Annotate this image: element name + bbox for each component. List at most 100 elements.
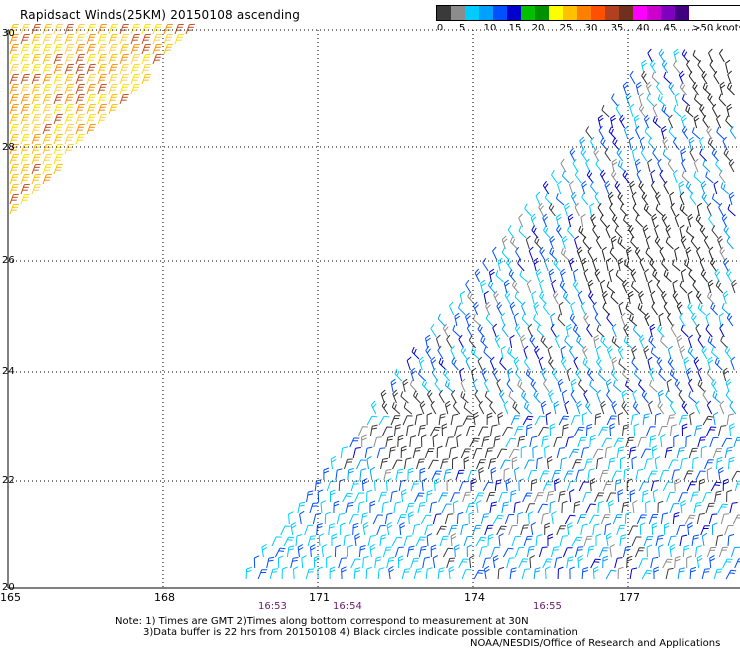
wind-barb: [348, 514, 359, 525]
wind-barb: [495, 270, 504, 283]
wind-barb: [662, 136, 669, 151]
wind-barb: [685, 246, 692, 261]
wind-barb: [519, 334, 526, 349]
wind-barb: [333, 500, 340, 514]
wind-barb: [502, 426, 513, 437]
wind-barb: [625, 380, 634, 393]
wind-barb: [672, 512, 680, 525]
wind-barb: [388, 446, 396, 459]
wind-barb: [697, 379, 706, 393]
wind-barb: [651, 445, 658, 459]
wind-barb: [610, 114, 616, 129]
wind-barb: [535, 191, 541, 206]
wind-barb: [625, 436, 635, 448]
wind-barb: [609, 423, 616, 437]
wind-barb: [560, 248, 570, 261]
wind-barb: [463, 535, 473, 547]
wind-barb: [370, 400, 377, 415]
wind-barb: [280, 525, 291, 536]
wind-barb: [622, 368, 631, 382]
wind-barb: [729, 423, 735, 437]
wind-barb: [700, 269, 708, 283]
wind-barb: [520, 524, 529, 536]
wind-barb: [497, 257, 504, 272]
wind-barb: [714, 357, 723, 371]
wind-barb: [261, 543, 268, 558]
wind-barb: [460, 448, 471, 459]
wind-barb: [454, 312, 461, 327]
wind-barb: [621, 401, 629, 415]
wind-barb: [463, 456, 470, 470]
wind-barb: [518, 558, 529, 569]
wind-barb: [651, 522, 658, 536]
wind-barb: [709, 258, 717, 272]
wind-barb: [478, 546, 488, 558]
wind-barb: [380, 457, 389, 470]
wind-barb: [508, 391, 517, 404]
wind-barb: [448, 301, 455, 316]
wind-barb: [681, 126, 689, 140]
wind-barb: [544, 257, 550, 272]
wind-barb: [594, 313, 602, 327]
wind-barb: [650, 180, 658, 195]
wind-barb: [638, 181, 646, 195]
wind-barb: [567, 225, 575, 239]
wind-barb: [460, 346, 468, 360]
wind-barb: [685, 367, 692, 382]
wind-barb: [622, 424, 630, 437]
wind-barb: [424, 524, 433, 536]
wind-barb: [541, 435, 549, 448]
wind-barb: [598, 426, 609, 437]
wind-barb: [600, 514, 611, 525]
wind-barb: [630, 268, 637, 283]
lon-label-165: 165: [0, 591, 21, 604]
wind-barb: [329, 566, 336, 580]
wind-barb: [622, 170, 630, 184]
lon-label-171: 171: [309, 591, 330, 604]
wind-barb: [721, 437, 732, 448]
wind-barb: [628, 525, 639, 536]
wind-barb: [632, 500, 638, 514]
wind-barb: [478, 467, 484, 481]
wind-barb: [20, 103, 30, 115]
wind-barb: [639, 334, 645, 349]
wind-barb: [616, 524, 626, 536]
wind-barb: [657, 94, 667, 107]
wind-barb: [346, 544, 353, 558]
wind-barb: [456, 434, 462, 448]
wind-barb: [659, 169, 666, 184]
wind-barb: [649, 435, 656, 448]
wind-barb: [108, 103, 118, 115]
wind-barb: [550, 312, 556, 327]
wind-barb: [581, 567, 589, 580]
wind-barb: [655, 204, 664, 217]
wind-barb: [632, 401, 641, 415]
wind-barb: [493, 435, 501, 448]
wind-barb: [669, 191, 675, 206]
wind-barb: [689, 411, 695, 426]
wind-barb: [592, 523, 600, 536]
wind-barb: [728, 456, 735, 470]
wind-barb: [589, 478, 596, 492]
wind-barb: [477, 356, 483, 371]
wind-barb: [31, 183, 41, 195]
legend-swatch: [521, 6, 535, 20]
wind-barb: [558, 490, 566, 503]
wind-barb: [581, 412, 588, 426]
wind-barb: [643, 536, 654, 547]
wind-barb: [569, 345, 576, 360]
wind-barb: [638, 92, 644, 107]
wind-barb: [64, 133, 74, 145]
wind-barb: [422, 556, 430, 569]
wind-barb: [652, 488, 659, 503]
wind-barb: [568, 257, 575, 272]
wind-barb: [392, 389, 399, 404]
wind-barb: [704, 459, 714, 470]
wind-barb: [577, 436, 587, 448]
wind-barb: [677, 567, 686, 580]
wind-barb: [521, 390, 529, 404]
wind-barb: [688, 136, 695, 151]
wind-barb: [513, 356, 520, 371]
wind-barb: [596, 389, 602, 404]
wind-barb: [650, 347, 660, 360]
